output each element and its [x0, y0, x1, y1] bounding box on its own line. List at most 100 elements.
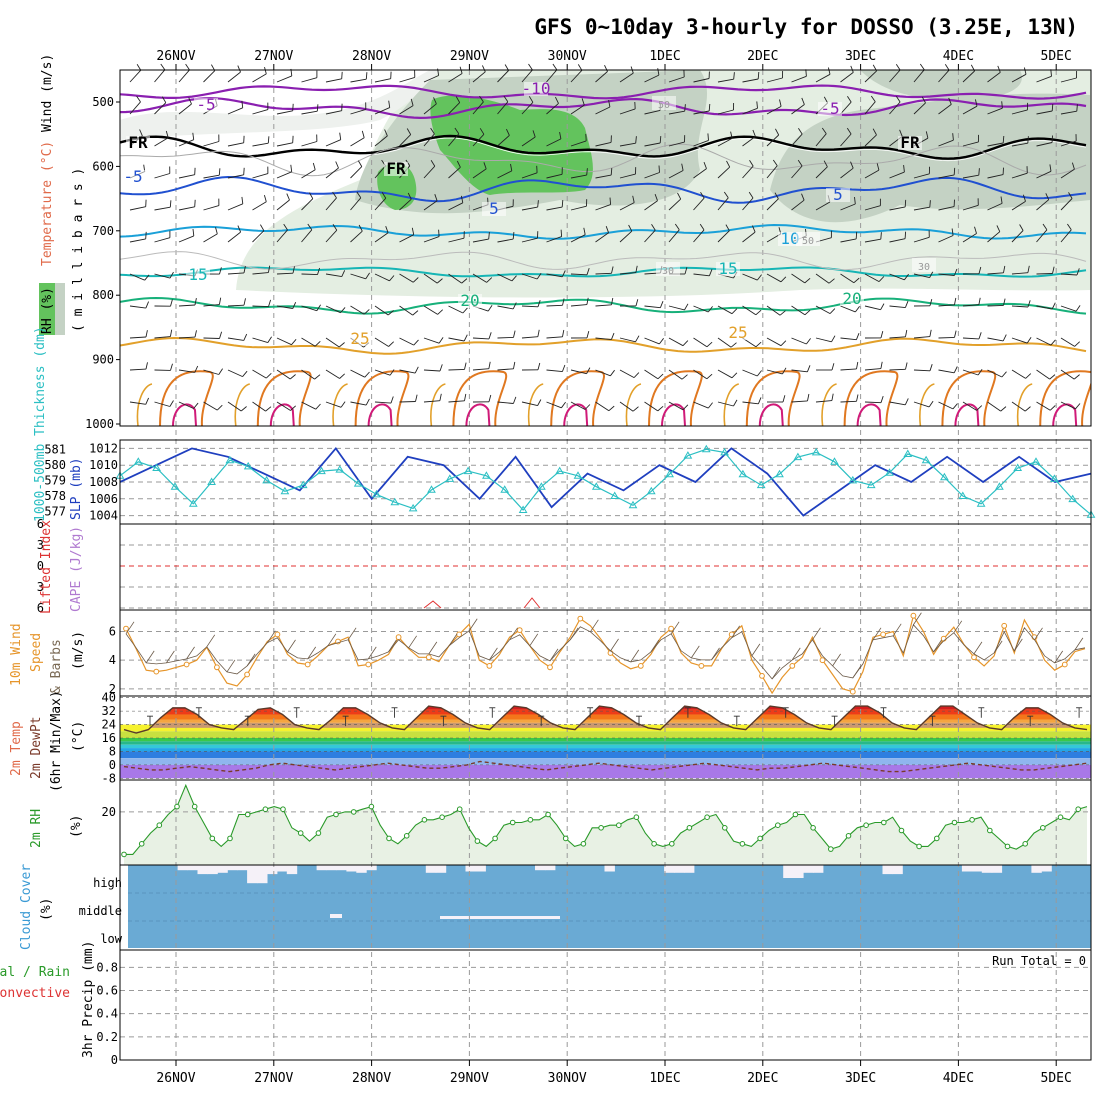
rh-marker [421, 817, 428, 823]
barb [644, 229, 656, 243]
barb [374, 107, 390, 115]
barb-flag [510, 163, 513, 171]
barb-flag [561, 401, 566, 409]
barb-flag [919, 63, 925, 70]
barb [668, 141, 685, 147]
barb-flag [562, 329, 565, 337]
contour-label-bg [348, 332, 372, 346]
barb [742, 401, 759, 405]
barb-flag [801, 193, 805, 201]
wind10-barb [650, 639, 660, 653]
barb [325, 401, 342, 408]
barb [203, 141, 220, 147]
barb [497, 238, 514, 243]
barb-flag [1075, 403, 1081, 410]
barb-flag [755, 341, 762, 348]
barb [350, 78, 367, 83]
barb-flag [929, 298, 933, 306]
barb-flag [586, 297, 589, 305]
ylabel-wind10-1: 10m Wind [9, 623, 24, 686]
barb [276, 337, 292, 346]
barb-flag [632, 195, 635, 203]
wind10-marker [183, 661, 190, 668]
contour-label-0: -10 [522, 79, 551, 98]
cloud-gap [276, 865, 288, 872]
cloud-gap [892, 865, 903, 875]
barb-flag [821, 127, 827, 134]
bl-outer-9 [1016, 383, 1033, 426]
barb [962, 204, 979, 211]
barb-flag [806, 338, 811, 345]
rh-marker [333, 811, 339, 818]
barb-flag [260, 224, 265, 231]
bl-inner-6 [758, 403, 784, 426]
barb-flag [430, 160, 436, 167]
wind10-barb [993, 640, 1003, 654]
barb [1060, 168, 1075, 179]
contour-freezing [120, 134, 1087, 160]
barb [497, 336, 514, 339]
thickness-marker [701, 444, 711, 453]
barb-flag [462, 307, 468, 314]
barb-flag [904, 231, 907, 239]
barb [938, 235, 954, 243]
ylabel-precip-unit: 3hr Precip (mm) [81, 941, 96, 1058]
barb-flag [537, 300, 541, 307]
barb [1011, 272, 1028, 275]
barb [497, 273, 513, 282]
rh-green-region [430, 95, 593, 195]
barb [448, 237, 465, 243]
wind10-barb [852, 665, 862, 679]
barb [472, 168, 487, 179]
barb [717, 78, 734, 83]
date-top-5DEC: 5DEC [1041, 49, 1072, 64]
barb-flag [265, 406, 272, 412]
rh-marker [350, 809, 357, 815]
barb-flag [215, 227, 218, 235]
barb-flag [804, 277, 811, 284]
rh-marker [315, 830, 322, 836]
cloud-gap [803, 865, 814, 873]
wind10-barb [711, 647, 720, 661]
barb-flag [412, 310, 419, 316]
barb [129, 401, 146, 405]
barb [521, 206, 538, 211]
thickness-marker [683, 451, 693, 459]
cloud-gap [991, 865, 1003, 873]
barb [325, 167, 339, 179]
barb [693, 110, 710, 115]
contour-label-bg [126, 136, 150, 150]
upper-tick-900: 900 [92, 353, 114, 367]
barb [619, 230, 633, 243]
wind10-barb [529, 633, 539, 647]
contour-label-bg [652, 96, 676, 110]
barb-flag [855, 333, 860, 340]
barb-flag [488, 232, 490, 240]
barb-flag [684, 303, 689, 311]
barb-flag [846, 127, 852, 135]
barb [448, 166, 461, 179]
barb-flag [145, 330, 148, 338]
barb [913, 173, 930, 179]
barb [203, 369, 219, 375]
bl-outer-8 [919, 383, 935, 426]
barb-flag [974, 226, 977, 234]
barb [546, 304, 563, 307]
contour-freezing-inner [120, 137, 1087, 162]
wind10-barb [489, 647, 498, 661]
barb [1011, 109, 1028, 115]
thickness-marker [958, 491, 968, 499]
barb [791, 104, 805, 115]
barb [203, 233, 218, 243]
barb-flag [929, 329, 932, 337]
rh-marker [686, 825, 693, 831]
barb [1060, 369, 1075, 380]
thickness-marker [921, 455, 931, 464]
rh-contour-2 [120, 251, 1087, 271]
ylabel-temperature: Temperature (°C) [40, 141, 55, 266]
contour-labels: -10 -5 -5 FR FR FR -5 5 5 10 15 15 20 20 25 25 50 50 30 30 [121, 79, 936, 348]
barb [423, 400, 440, 403]
cloud-gap [545, 865, 556, 871]
rh-marker [616, 822, 622, 829]
barb-flag [856, 394, 859, 402]
